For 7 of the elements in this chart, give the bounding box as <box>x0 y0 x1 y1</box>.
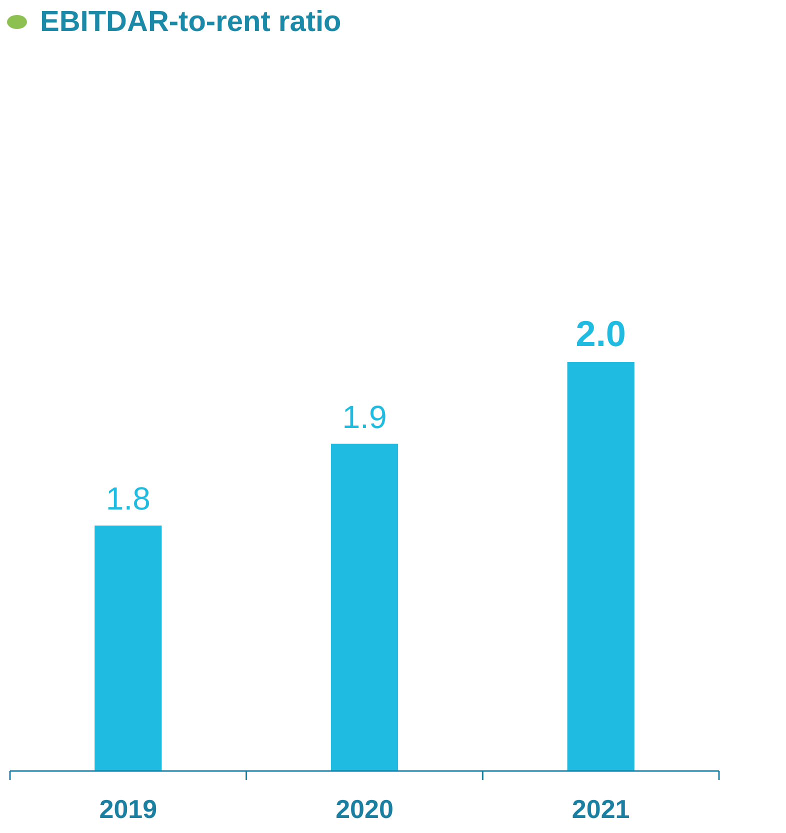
chart-title: EBITDAR-to-rent ratio <box>40 6 342 38</box>
data-label: 2.0 <box>576 313 626 354</box>
x-tick-label: 2020 <box>336 794 394 824</box>
data-label: 1.9 <box>342 398 387 435</box>
x-tick-label: 2019 <box>99 794 158 824</box>
x-tick-label: 2021 <box>572 794 630 824</box>
data-label: 1.8 <box>106 480 150 517</box>
